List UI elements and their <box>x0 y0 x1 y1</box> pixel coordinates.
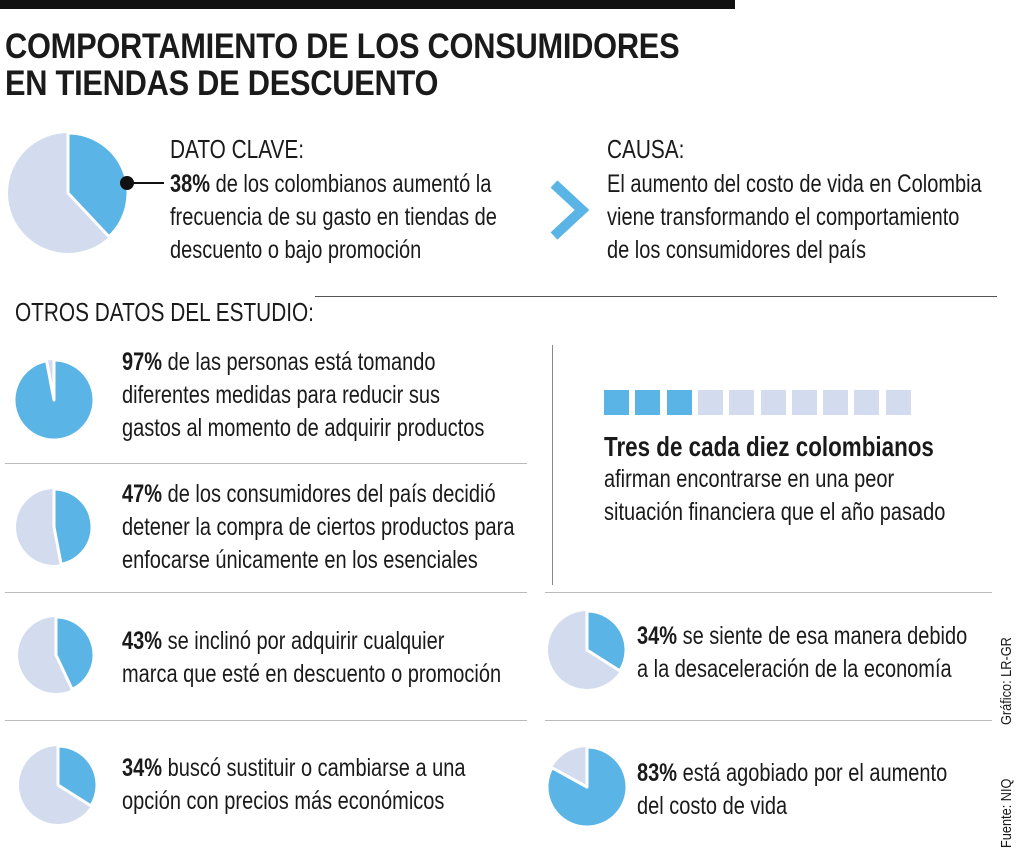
credit-source: Fuente: NIQ <box>998 778 1015 848</box>
pct: 83% <box>637 759 678 787</box>
item-34b: 34% se siente de esa manera debido a la … <box>637 620 967 686</box>
waffle-square-empty <box>885 390 911 415</box>
column-divider <box>552 345 553 585</box>
divider <box>5 592 527 593</box>
pct: 34% <box>122 754 163 782</box>
pct: 43% <box>122 627 163 655</box>
line: se inclinó por adquirir cualquier <box>162 627 445 655</box>
line: descuento o bajo promoción <box>170 236 422 264</box>
pct: 97% <box>122 348 163 376</box>
divider <box>545 592 992 593</box>
divider <box>5 463 527 464</box>
pie-83 <box>545 745 629 829</box>
line: El aumento del costo de vida en Colombia <box>607 170 982 198</box>
line: a la desaceleración de la economía <box>637 655 952 683</box>
pie-slice <box>52 487 94 566</box>
item-83: 83% está agobiado por el aumento del cos… <box>637 757 947 823</box>
others-heading: OTROS DATOS DEL ESTUDIO: <box>15 297 314 327</box>
line: detener la compra de ciertos productos p… <box>122 513 515 541</box>
waffle-square-empty <box>823 390 849 415</box>
waffle-square-empty <box>854 390 880 415</box>
pie-34a <box>19 744 99 824</box>
line: buscó sustituir o cambiarse a una <box>162 754 466 782</box>
waffle-square-filled <box>666 390 692 415</box>
pie-34b <box>548 609 628 689</box>
credit-graphic: Gráfico: LR-GR <box>998 637 1015 725</box>
pct: 34% <box>637 622 678 650</box>
top-rule <box>0 0 735 9</box>
item-47: 47% de los consumidores del país decidió… <box>122 478 514 577</box>
pie-43 <box>18 615 96 693</box>
waffle-square-empty <box>729 390 755 415</box>
ten-text: Tres de cada diez colombianos afirman en… <box>604 430 945 529</box>
pie-47 <box>16 487 94 566</box>
line: diferentes medidas para reducir sus <box>122 381 440 409</box>
title-line-2: EN TIENDAS DE DESCUENTO <box>5 64 439 103</box>
waffle-square-filled <box>635 390 661 415</box>
line: enfocarse únicamente en los esenciales <box>122 546 478 574</box>
line: se siente de esa manera debido <box>677 622 968 650</box>
pie-slice <box>545 745 629 829</box>
line: de los consumidores del país <box>607 236 867 264</box>
ten-heading: Tres de cada diez colombianos <box>604 431 934 462</box>
pie-slice <box>585 609 628 673</box>
waffle-square-empty <box>697 390 723 415</box>
pointer-line <box>130 182 164 184</box>
line: opción con precios más económicos <box>122 787 445 815</box>
divider <box>5 720 527 721</box>
pointer-dot <box>120 176 134 190</box>
line: frecuencia de su gasto en tiendas de <box>170 203 497 231</box>
item-97: 97% de las personas está tomando diferen… <box>122 346 484 445</box>
line: de las personas está tomando <box>162 348 436 376</box>
item-34a: 34% buscó sustituir o cambiarse a una op… <box>122 752 466 818</box>
line: situación financiera que el año pasado <box>604 498 946 526</box>
pie-slice <box>66 131 130 239</box>
pct: 47% <box>122 480 163 508</box>
key-text: 38% de los colombianos aumentó la frecue… <box>170 168 497 267</box>
pie-slice <box>12 358 96 442</box>
line: de los consumidores del país decidió <box>162 480 496 508</box>
chevron-right-icon <box>550 180 590 240</box>
pie-slice <box>54 615 96 691</box>
key-heading: DATO CLAVE: <box>170 134 305 164</box>
divider <box>545 720 992 721</box>
line: de los colombianos aumentó la <box>210 170 492 198</box>
line: viene transformando el comportamiento <box>607 203 960 231</box>
line: afirman encontrarse en una peor <box>604 465 895 493</box>
waffle-square-filled <box>604 390 629 415</box>
key-pct: 38% <box>170 170 211 198</box>
pie-key <box>8 131 130 253</box>
pie-slice <box>56 744 99 808</box>
line: gastos al momento de adquirir productos <box>122 414 485 442</box>
waffle-square-empty <box>760 390 786 415</box>
line: marca que esté en descuento o promoción <box>122 660 502 688</box>
cause-heading: CAUSA: <box>607 134 685 164</box>
line: del costo de vida <box>637 792 788 820</box>
item-43: 43% se inclinó por adquirir cualquier ma… <box>122 625 501 691</box>
divider <box>315 296 997 297</box>
pie-97 <box>12 358 96 442</box>
line: está agobiado por el aumento <box>677 759 948 787</box>
waffle-square-empty <box>791 390 817 415</box>
page-title: COMPORTAMIENTO DE LOS CONSUMIDORES EN TI… <box>5 27 680 103</box>
cause-text: El aumento del costo de vida en Colombia… <box>607 168 982 267</box>
title-line-1: COMPORTAMIENTO DE LOS CONSUMIDORES <box>5 27 680 66</box>
